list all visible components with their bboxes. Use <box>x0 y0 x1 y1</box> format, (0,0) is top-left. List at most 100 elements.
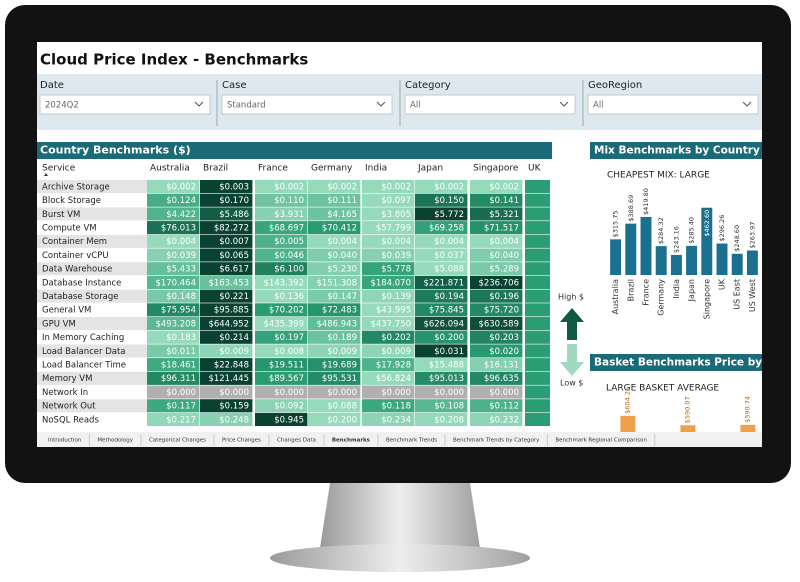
x-tick-label: India <box>672 279 681 299</box>
page-tab[interactable]: Introduction <box>48 438 82 444</box>
cell-value: $0.009 <box>327 347 357 357</box>
cell-value: $0.200 <box>434 333 464 343</box>
page-tab[interactable]: Benchmark Trends by Category <box>453 438 540 444</box>
row-label-bg <box>37 412 147 426</box>
value-cell <box>147 275 200 289</box>
page-tab[interactable]: Benchmarks <box>332 438 371 444</box>
cell-value: $70.202 <box>269 306 304 316</box>
cell-value: $56.824 <box>376 374 411 384</box>
cell-value: $0.004 <box>327 237 357 247</box>
cell-value: $4.165 <box>327 210 357 220</box>
column-header: Service <box>42 164 76 174</box>
filter-dropdown[interactable] <box>39 94 211 115</box>
value-cell <box>362 262 415 276</box>
value-cell <box>470 262 523 276</box>
dropdown-chevron <box>742 101 752 107</box>
value-cell <box>362 399 415 413</box>
column-header: Brazil <box>203 164 228 174</box>
cell-value: $0.202 <box>381 333 411 343</box>
value-cell <box>255 262 308 276</box>
value-cell <box>470 180 523 194</box>
cell-value: $57.799 <box>376 223 411 233</box>
value-cell <box>525 330 550 344</box>
value-cell <box>525 317 550 331</box>
cell-value: $0.002 <box>274 182 304 192</box>
cell-value: $0.002 <box>489 182 519 192</box>
service-name: Network Out <box>42 402 96 412</box>
x-tick-label: Japan <box>687 279 696 302</box>
value-cell <box>415 412 468 426</box>
value-cell <box>308 207 361 221</box>
filter-dropdown[interactable] <box>587 94 759 115</box>
cell-value: $5.433 <box>166 265 196 275</box>
value-cell <box>470 248 523 262</box>
value-cell <box>415 330 468 344</box>
monitor-base <box>270 544 530 572</box>
page-tab[interactable]: Changes Data <box>277 438 316 444</box>
cell-value: $6.617 <box>219 265 249 275</box>
cell-value: $0.046 <box>274 251 304 261</box>
cell-value: $0.112 <box>489 402 519 412</box>
dropdown-chevron <box>559 101 569 107</box>
service-name: Container vCPU <box>42 251 109 261</box>
row-label-bg <box>37 275 147 289</box>
table-title: Country Benchmarks ($) <box>40 144 191 157</box>
column-header: India <box>365 164 387 174</box>
cell-value: $0.002 <box>381 182 411 192</box>
service-name: General VM <box>42 306 91 316</box>
value-cell <box>147 262 200 276</box>
page-tab[interactable]: Categorical Changes <box>149 438 206 444</box>
cell-value: $0.141 <box>489 196 519 206</box>
value-cell <box>308 289 361 303</box>
bar <box>610 239 622 275</box>
cell-value: $0.002 <box>434 182 464 192</box>
service-name: In Memory Caching <box>42 333 124 343</box>
cell-value: $0.248 <box>219 415 249 425</box>
value-cell <box>147 193 200 207</box>
value-cell <box>200 330 253 344</box>
row-label-bg <box>37 180 147 194</box>
page-tab[interactable]: Benchmark Regional Comparison <box>555 438 647 444</box>
cell-value: $0.000 <box>274 388 304 398</box>
benchmark-table: Service Australia Brazil France Germany India… <box>37 164 550 426</box>
cell-value: $435.399 <box>263 319 304 329</box>
page-tab[interactable]: Price Changes <box>222 438 261 444</box>
cell-value: $0.214 <box>219 333 249 343</box>
value-cell <box>200 289 253 303</box>
filter-value: 2024Q2 <box>45 101 79 111</box>
cell-value: $0.000 <box>327 388 357 398</box>
value-cell <box>362 289 415 303</box>
value-cell <box>147 207 200 221</box>
value-cell <box>147 330 200 344</box>
cell-value: $0.217 <box>166 415 196 425</box>
page-tab[interactable]: Methodology <box>97 438 133 444</box>
bar <box>640 216 652 275</box>
value-cell <box>308 248 361 262</box>
value-cell <box>470 371 523 385</box>
row-label-bg <box>37 358 147 372</box>
value-cell <box>525 358 550 372</box>
cell-value: $0.000 <box>166 388 196 398</box>
cell-value: $5.772 <box>434 210 464 220</box>
filter-label: GeoRegion <box>588 80 642 91</box>
cell-value: $75.720 <box>484 306 519 316</box>
cell-value: $0.194 <box>434 292 464 302</box>
cell-value: $3.931 <box>274 210 304 220</box>
cell-value: $437.750 <box>370 319 411 329</box>
cell-value: $0.004 <box>489 237 519 247</box>
value-cell <box>525 344 550 358</box>
legend-up-arrow <box>560 308 584 340</box>
value-cell <box>308 221 361 235</box>
filter-dropdown[interactable] <box>404 94 576 115</box>
cell-value: $121.445 <box>208 374 249 384</box>
value-cell <box>470 317 523 331</box>
filter-dropdown[interactable] <box>221 94 393 115</box>
value-cell <box>525 303 550 317</box>
row-label-bg <box>37 207 147 221</box>
chart-title: Basket Benchmarks Price by C <box>594 357 774 369</box>
cell-value: $0.037 <box>434 251 464 261</box>
x-tick-label: Germany <box>657 279 666 316</box>
service-name: Database Instance <box>42 278 121 288</box>
page-tab[interactable]: Benchmark Trends <box>386 438 437 444</box>
row-label-bg <box>37 399 147 413</box>
